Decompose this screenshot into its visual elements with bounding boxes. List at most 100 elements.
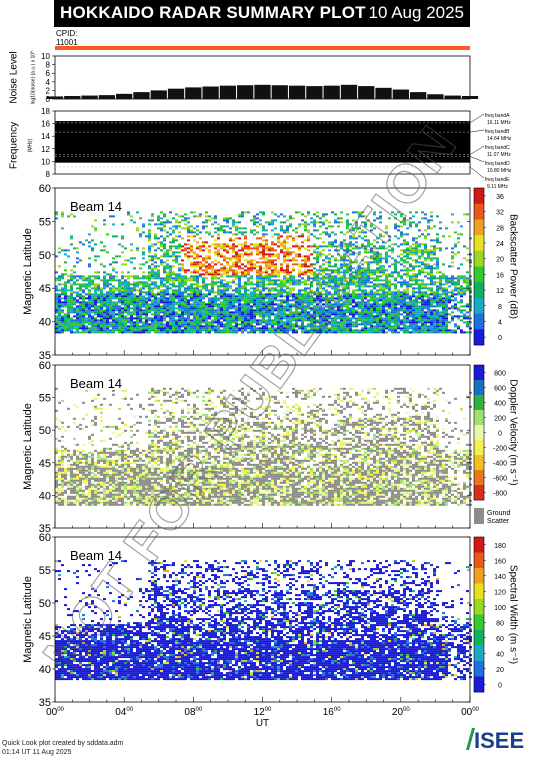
power-data-cell (316, 269, 319, 272)
power-data-cell (70, 307, 73, 310)
power-data-cell (97, 271, 100, 274)
power-data-cell (364, 315, 367, 318)
power-data-cell (259, 251, 262, 254)
power-data-cell (430, 283, 433, 286)
power-data-cell (166, 315, 169, 318)
power-data-cell (148, 305, 151, 308)
power-data-cell (118, 291, 121, 294)
power-data-cell (430, 311, 433, 314)
power-data-cell (157, 287, 160, 290)
power-data-cell (199, 327, 202, 330)
power-data-cell (370, 229, 373, 232)
power-data-cell (256, 297, 259, 300)
power-data-cell (100, 289, 103, 292)
power-data-cell (172, 291, 175, 294)
power-data-cell (82, 279, 85, 282)
power-data-cell (409, 331, 412, 334)
power-data-cell (421, 329, 424, 332)
power-data-cell (151, 327, 154, 330)
power-data-cell (277, 275, 280, 278)
power-data-cell (109, 299, 112, 302)
power-data-cell (436, 313, 439, 316)
power-data-cell (202, 297, 205, 300)
power-data-cell (160, 235, 163, 238)
power-data-cell (337, 331, 340, 334)
power-data-cell (220, 291, 223, 294)
power-data-cell (358, 305, 361, 308)
power-data-cell (403, 327, 406, 330)
power-data-cell (271, 325, 274, 328)
power-data-cell (274, 263, 277, 266)
power-data-cell (73, 277, 76, 280)
power-data-cell (373, 327, 376, 330)
power-data-cell (214, 277, 217, 280)
power-data-cell (409, 275, 412, 278)
power-data-cell (100, 311, 103, 314)
power-data-cell (415, 301, 418, 304)
power-data-cell (256, 305, 259, 308)
power-data-cell (166, 289, 169, 292)
power-data-cell (334, 319, 337, 322)
power-data-cell (313, 225, 316, 228)
power-data-cell (136, 305, 139, 308)
power-data-cell (406, 293, 409, 296)
power-data-cell (100, 307, 103, 310)
power-data-cell (322, 325, 325, 328)
power-data-cell (337, 327, 340, 330)
power-data-cell (121, 319, 124, 322)
power-data-cell (154, 297, 157, 300)
power-data-cell (385, 295, 388, 298)
noise-bar (254, 84, 271, 99)
power-data-cell (346, 223, 349, 226)
power-data-cell (139, 281, 142, 284)
power-data-cell (415, 281, 418, 284)
power-data-cell (355, 303, 358, 306)
power-data-cell (244, 259, 247, 262)
power-data-cell (232, 275, 235, 278)
power-data-cell (367, 241, 370, 244)
power-data-cell (418, 279, 421, 282)
power-data-cell (76, 305, 79, 308)
power-data-cell (427, 251, 430, 254)
power-data-cell (364, 305, 367, 308)
power-data-cell (385, 303, 388, 306)
power-data-cell (385, 315, 388, 318)
power-data-cell (373, 291, 376, 294)
power-data-cell (280, 329, 283, 332)
power-data-cell (157, 317, 160, 320)
power-data-cell (211, 297, 214, 300)
power-data-cell (382, 299, 385, 302)
power-data-cell (379, 253, 382, 256)
power-data-cell (328, 293, 331, 296)
power-data-cell (334, 263, 337, 266)
power-data-cell (445, 247, 448, 250)
power-data-cell (160, 249, 163, 252)
power-data-cell (292, 275, 295, 278)
power-data-cell (58, 247, 61, 250)
power-data-cell (259, 279, 262, 282)
power-data-cell (175, 293, 178, 296)
power-data-cell (193, 257, 196, 260)
power-data-cell (127, 331, 130, 334)
power-data-cell (346, 311, 349, 314)
power-data-cell (421, 323, 424, 326)
power-data-cell (142, 305, 145, 308)
power-data-cell (94, 311, 97, 314)
power-data-cell (250, 265, 253, 268)
power-data-cell (373, 273, 376, 276)
power-data-cell (202, 315, 205, 318)
power-data-cell (457, 267, 460, 270)
power-data-cell (292, 297, 295, 300)
power-data-cell (358, 273, 361, 276)
power-data-cell (301, 273, 304, 276)
power-data-cell (352, 313, 355, 316)
power-data-cell (322, 213, 325, 216)
power-data-cell (304, 287, 307, 290)
power-data-cell (268, 275, 271, 278)
power-data-cell (136, 309, 139, 312)
power-data-cell (268, 303, 271, 306)
power-data-cell (376, 257, 379, 260)
power-data-cell (322, 279, 325, 282)
power-data-cell (304, 291, 307, 294)
power-data-cell (85, 293, 88, 296)
